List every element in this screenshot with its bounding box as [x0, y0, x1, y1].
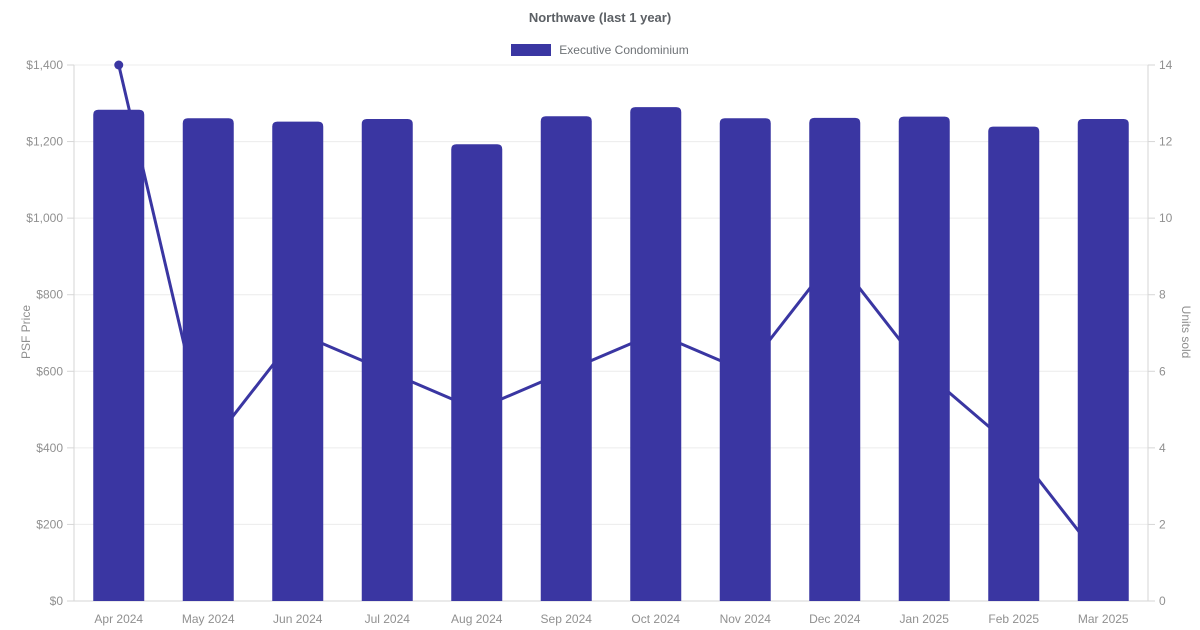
bar-oct-2024[interactable] — [630, 107, 682, 601]
x-tick-label: Oct 2024 — [631, 612, 680, 626]
x-tick-label: Feb 2025 — [988, 612, 1039, 626]
bar-mar-2025[interactable] — [1077, 118, 1129, 602]
y-tick-label-left: $1,400 — [26, 58, 63, 72]
bar-may-2024[interactable] — [182, 118, 234, 602]
x-tick-label: Apr 2024 — [94, 612, 143, 626]
bar-dec-2024[interactable] — [809, 117, 861, 601]
x-tick-label: Mar 2025 — [1078, 612, 1129, 626]
y-tick-label-left: $200 — [36, 517, 63, 531]
y-tick-label-left: $1,200 — [26, 135, 63, 149]
y-tick-label-left: $1,000 — [26, 211, 63, 225]
y-tick-label-left: $600 — [36, 364, 63, 378]
x-tick-label: May 2024 — [182, 612, 235, 626]
bar-jun-2024[interactable] — [272, 121, 324, 602]
x-tick-label: Dec 2024 — [809, 612, 861, 626]
legend-label: Executive Condominium — [559, 43, 689, 57]
x-tick-label: Jul 2024 — [365, 612, 411, 626]
y-tick-label-right: 0 — [1159, 594, 1166, 608]
y-tick-label-left: $400 — [36, 441, 63, 455]
x-tick-label: Sep 2024 — [541, 612, 593, 626]
bar-jul-2024[interactable] — [361, 118, 413, 602]
y-tick-label-right: 12 — [1159, 135, 1173, 149]
y-tick-label-right: 14 — [1159, 58, 1173, 72]
y-tick-label-right: 2 — [1159, 517, 1166, 531]
legend-swatch-icon — [511, 44, 552, 56]
y-tick-label-left: $0 — [50, 594, 64, 608]
y-tick-label-left: $800 — [36, 288, 63, 302]
units-sold-line — [117, 63, 1105, 565]
x-tick-label: Jun 2024 — [273, 612, 323, 626]
bar-aug-2024[interactable] — [451, 144, 503, 601]
units-sold-point-apr-2024 — [114, 60, 124, 70]
y-tick-label-right: 10 — [1159, 211, 1173, 225]
y-tick-label-right: 8 — [1159, 288, 1166, 302]
y-tick-label-right: 4 — [1159, 441, 1166, 455]
bar-sep-2024[interactable] — [540, 116, 592, 601]
x-tick-label: Nov 2024 — [720, 612, 772, 626]
y-tick-label-right: 6 — [1159, 364, 1166, 378]
bar-apr-2024[interactable] — [93, 109, 145, 602]
bar-jan-2025[interactable] — [898, 116, 950, 601]
legend: Executive Condominium — [0, 43, 1200, 57]
legend-item-executive-condominium[interactable]: Executive Condominium — [511, 43, 689, 57]
bar-nov-2024[interactable] — [719, 118, 771, 602]
chart-title: Northwave (last 1 year) — [528, 10, 672, 25]
x-tick-label: Jan 2025 — [900, 612, 950, 626]
bar-feb-2025[interactable] — [988, 126, 1040, 601]
x-tick-label: Aug 2024 — [451, 612, 503, 626]
